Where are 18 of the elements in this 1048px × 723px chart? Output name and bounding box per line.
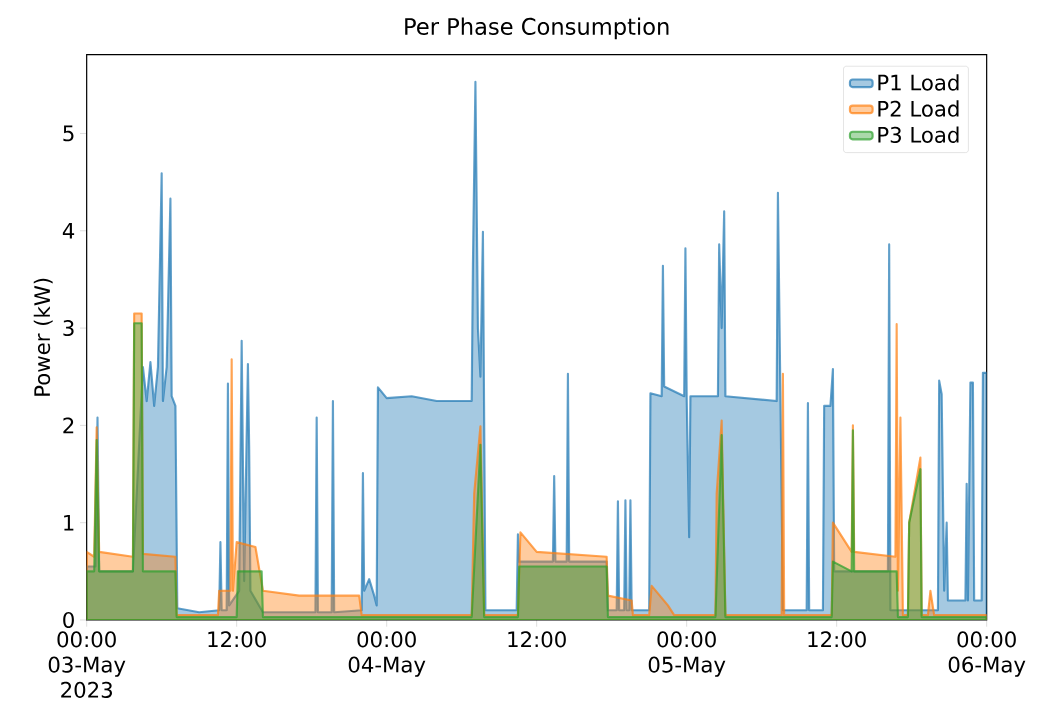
y-tick-label: 4 [62,223,75,239]
x-tick-label: 12:00 [208,631,266,648]
y-tick-label: 1 [64,515,74,531]
legend-label: P1 Load [878,74,959,91]
y-tick-label: 5 [63,125,74,142]
y-tick-label: 2 [63,417,74,434]
legend-label: P3 Load [878,126,959,144]
x-tick-label: 12:00 [508,631,566,648]
y-axis-title: Power (kW) [33,278,53,396]
x-tick-label: 00:00 03-May 2023 [48,631,126,699]
y-tick-label: 0 [63,612,74,629]
legend-label: P2 Load [878,100,959,117]
x-tick-label: 00:00 05-May [648,631,726,677]
y-tick-label: 3 [63,320,74,337]
x-tick-label: 00:00 04-May [348,631,426,677]
x-tick-label: 00:00 06-May [948,631,1026,677]
chart-title: Per Phase Consumption [405,17,669,40]
x-tick-label: 12:00 [808,631,866,648]
